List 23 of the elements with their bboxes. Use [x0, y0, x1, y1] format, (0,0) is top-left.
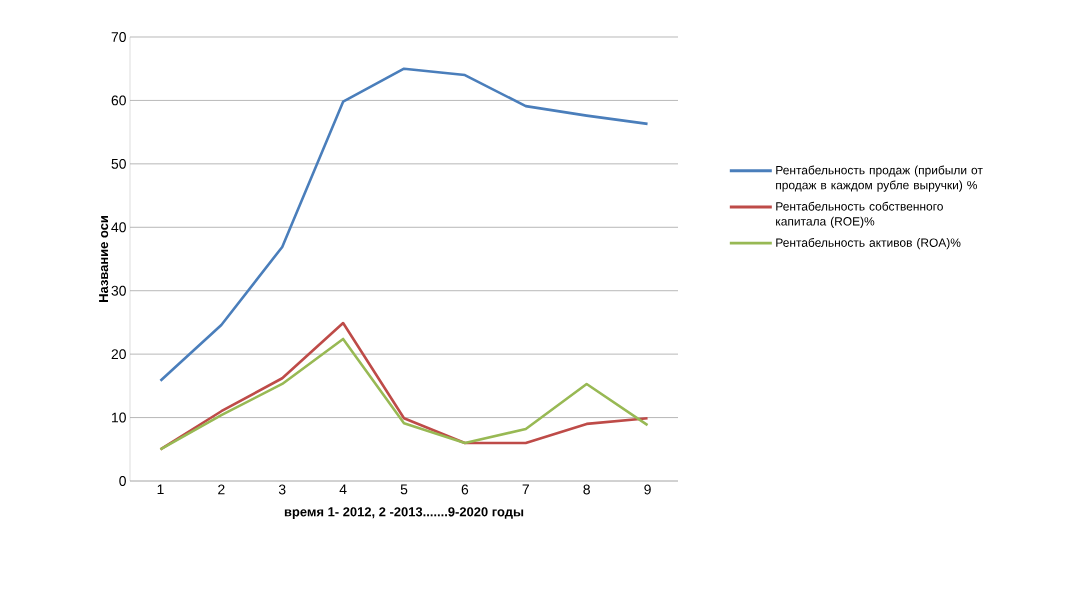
- x-tick-label: 3: [278, 484, 286, 495]
- line-series: [159, 67, 649, 383]
- x-tick-label: 7: [522, 484, 529, 495]
- y-tick-label: 70: [111, 32, 126, 42]
- x-axis-title: время 1- 2012, 2 -2013.......9-2020 годы: [284, 507, 524, 519]
- y-tick-label: 10: [112, 412, 126, 423]
- y-tick-label: 20: [111, 349, 126, 360]
- x-tick-label: 1: [157, 484, 164, 495]
- legend-label: Рентабельность активов (ROA)%: [776, 238, 961, 250]
- x-tick-label: 2: [218, 484, 225, 495]
- y-tick-label: 60: [111, 95, 126, 106]
- legend-label: Рентабельность собственного капитала (ROE)%: [776, 201, 943, 228]
- y-axis-title: Название оси: [99, 216, 109, 302]
- legend-label: Рентабельность продаж (прибыли от продаж в каждом рубле выручки) %: [776, 165, 983, 192]
- x-tick-label: 8: [583, 484, 590, 495]
- y-tick-label: 0: [119, 476, 126, 486]
- x-tick-label: 6: [461, 484, 469, 495]
- y-tick-label: 30: [111, 285, 126, 296]
- x-tick-label: 5: [400, 484, 408, 495]
- y-tick-label: 40: [111, 222, 126, 233]
- x-tick-label: 9: [644, 484, 651, 495]
- x-tick-label: 4: [339, 484, 347, 495]
- y-tick-label: 50: [111, 158, 126, 169]
